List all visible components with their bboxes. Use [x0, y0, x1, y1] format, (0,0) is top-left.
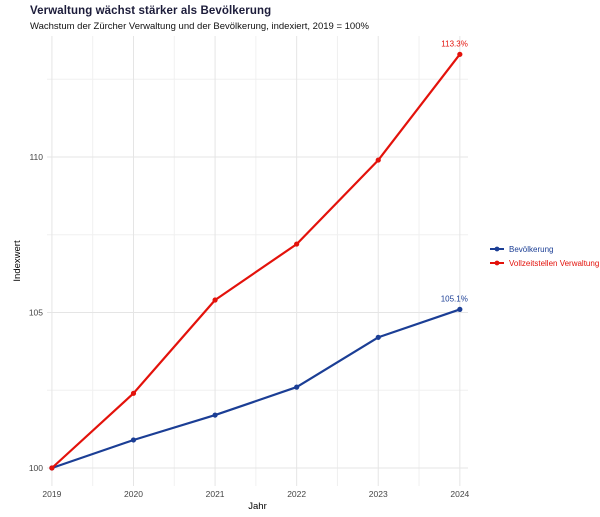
x-axis-title: Jahr — [248, 501, 266, 512]
legend-label: Bevölkerung — [509, 244, 554, 254]
series-point-0 — [294, 384, 300, 390]
chart-subtitle: Wachstum der Zürcher Verwaltung und der … — [30, 21, 369, 32]
x-tick-label: 2023 — [369, 489, 388, 499]
series-point-0 — [212, 412, 218, 418]
legend-key-icon — [490, 246, 504, 252]
series-point-1 — [375, 157, 381, 163]
x-tick-label: 2024 — [450, 489, 469, 499]
series-line-1 — [50, 53, 461, 470]
series-point-1 — [49, 465, 55, 471]
y-axis-title: Indexwert — [12, 240, 23, 282]
legend: Bevölkerung Vollzeitstellen Verwaltung — [489, 244, 599, 268]
y-tick-label: 105 — [29, 307, 43, 317]
x-tick-label: 2021 — [206, 489, 225, 499]
series-point-0 — [457, 306, 463, 312]
series-point-1 — [457, 51, 463, 57]
legend-label: Vollzeitstellen Verwaltung — [509, 258, 600, 268]
y-tick-label: 110 — [29, 152, 43, 162]
series-point-1 — [294, 241, 300, 247]
y-tick-label: 100 — [29, 463, 43, 473]
series-point-1 — [212, 297, 218, 303]
series-point-0 — [130, 437, 137, 443]
x-tick-label: 2020 — [124, 489, 143, 499]
chart-title: Verwaltung wächst stärker als Bevölkerun… — [30, 5, 272, 17]
series-point-0 — [375, 334, 381, 340]
legend-item-0: Bevölkerung — [489, 244, 599, 254]
legend-item-1: Vollzeitstellen Verwaltung — [489, 258, 599, 268]
series-end-label-1: 113.3% — [441, 39, 468, 48]
x-tick-label: 2019 — [42, 489, 61, 499]
series-line-0 — [50, 308, 461, 470]
series-end-label-0: 105.1% — [441, 294, 468, 303]
x-tick-label: 2022 — [287, 489, 306, 499]
series-point-1 — [130, 390, 137, 396]
legend-key-icon — [490, 260, 504, 266]
